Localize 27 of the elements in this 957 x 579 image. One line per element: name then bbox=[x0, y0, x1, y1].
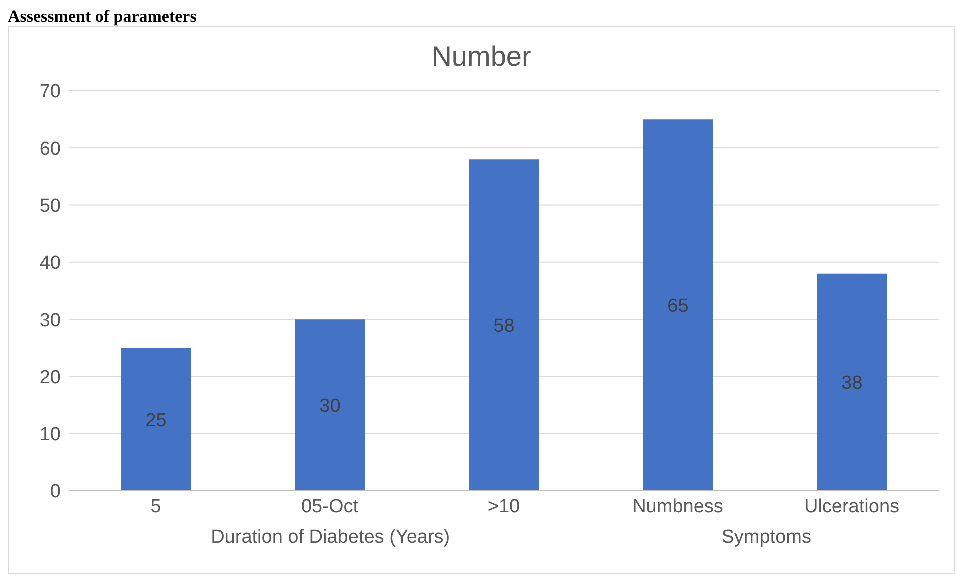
data-label: 25 bbox=[146, 410, 167, 432]
y-tick-label: 50 bbox=[40, 196, 61, 218]
y-tick-label: 60 bbox=[40, 138, 61, 160]
y-tick-label: 10 bbox=[40, 424, 61, 446]
data-label: 65 bbox=[668, 296, 689, 318]
x-tick-label: 05-Oct bbox=[301, 496, 360, 518]
text: Symptoms bbox=[720, 527, 812, 549]
bar bbox=[121, 348, 192, 491]
data-label: 38 bbox=[842, 373, 863, 394]
y-tick-label: 70 bbox=[40, 82, 61, 103]
y-tick-label: 40 bbox=[40, 253, 61, 274]
data-label: 58 bbox=[494, 316, 515, 338]
x-tick-label: Numbness bbox=[632, 496, 724, 518]
bar bbox=[817, 274, 888, 491]
data-label: 30 bbox=[320, 396, 341, 418]
y-tick-label: 30 bbox=[40, 310, 61, 332]
x-tick-label: >10 bbox=[488, 496, 520, 518]
chart-title: Number bbox=[430, 41, 532, 74]
text: Assessment of parameters bbox=[8, 7, 198, 26]
text: Duration of Diabetes (Years) bbox=[210, 527, 452, 549]
x-tick-label: Ulcerations bbox=[804, 496, 900, 518]
x-tick-label: 5 bbox=[150, 496, 162, 518]
bar bbox=[295, 320, 366, 491]
bar bbox=[469, 160, 540, 491]
y-tick-label: 20 bbox=[40, 367, 61, 388]
bar bbox=[643, 120, 714, 491]
y-tick-label: 0 bbox=[50, 482, 61, 503]
